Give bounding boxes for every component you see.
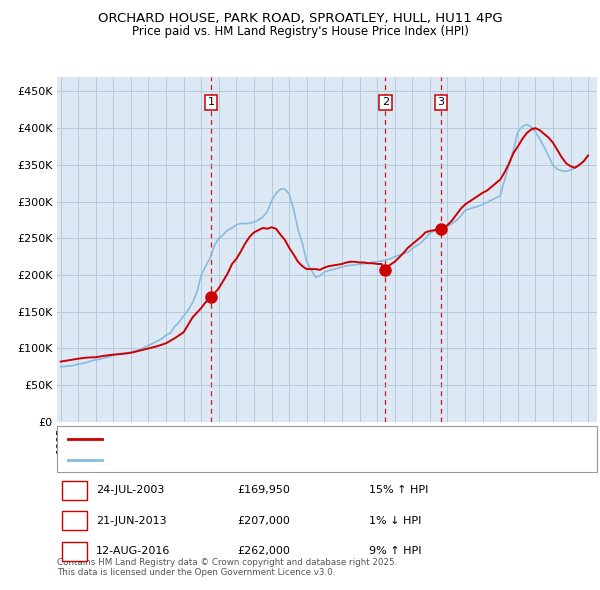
Text: Price paid vs. HM Land Registry's House Price Index (HPI): Price paid vs. HM Land Registry's House …: [131, 25, 469, 38]
Text: 15% ↑ HPI: 15% ↑ HPI: [369, 485, 428, 495]
Text: 12-AUG-2016: 12-AUG-2016: [96, 546, 170, 556]
Text: 1% ↓ HPI: 1% ↓ HPI: [369, 516, 421, 526]
Text: 3: 3: [437, 97, 445, 107]
Text: 24-JUL-2003: 24-JUL-2003: [96, 485, 164, 495]
Text: 1: 1: [208, 97, 215, 107]
Text: £262,000: £262,000: [237, 546, 290, 556]
Text: £169,950: £169,950: [237, 485, 290, 495]
Text: Contains HM Land Registry data © Crown copyright and database right 2025.
This d: Contains HM Land Registry data © Crown c…: [57, 558, 397, 577]
Text: £207,000: £207,000: [237, 516, 290, 526]
Text: 1: 1: [71, 485, 78, 495]
Text: 3: 3: [71, 546, 78, 556]
Text: ORCHARD HOUSE, PARK ROAD, SPROATLEY, HULL, HU11 4PG: ORCHARD HOUSE, PARK ROAD, SPROATLEY, HUL…: [98, 12, 502, 25]
Text: 2: 2: [71, 516, 78, 526]
Text: 9% ↑ HPI: 9% ↑ HPI: [369, 546, 421, 556]
Text: 21-JUN-2013: 21-JUN-2013: [96, 516, 167, 526]
Text: ORCHARD HOUSE, PARK ROAD, SPROATLEY, HULL, HU11 4PG (detached house): ORCHARD HOUSE, PARK ROAD, SPROATLEY, HUL…: [109, 434, 505, 444]
Text: 2: 2: [382, 97, 389, 107]
Text: HPI: Average price, detached house, East Riding of Yorkshire: HPI: Average price, detached house, East…: [109, 455, 411, 465]
